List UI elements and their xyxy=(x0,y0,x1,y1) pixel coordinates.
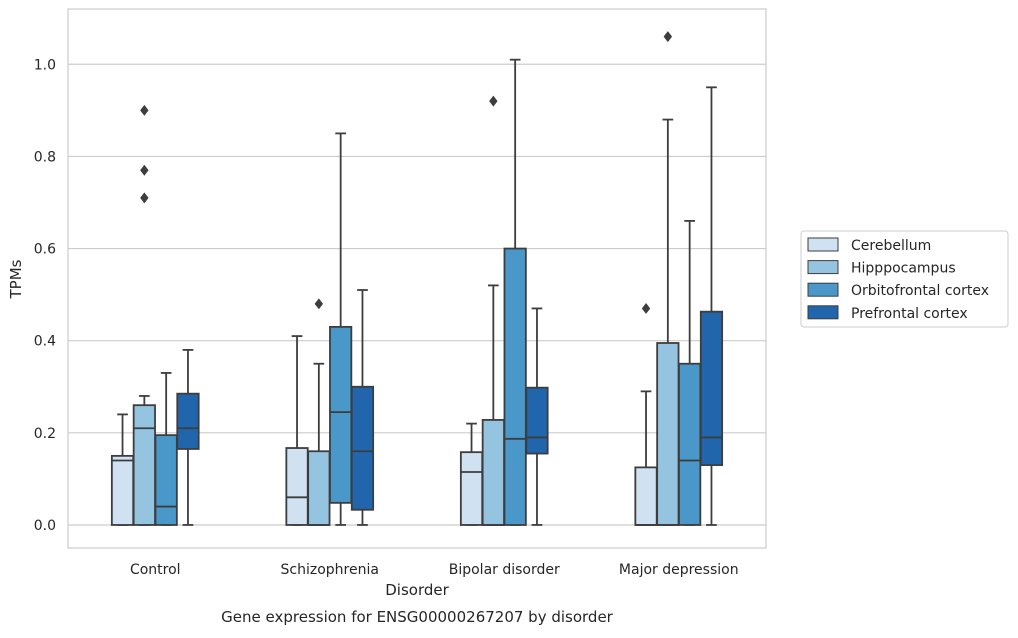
box-hipppocampus xyxy=(481,95,505,526)
y-tick-label: 1.0 xyxy=(34,57,56,73)
legend-label: Orbitofrontal cortex xyxy=(851,283,989,299)
box-prefrontal-cortex xyxy=(525,307,549,526)
legend-swatch xyxy=(807,282,839,297)
y-tick-label: 0.6 xyxy=(34,242,56,258)
legend-label: Hipppocampus xyxy=(851,261,956,277)
plot-background xyxy=(68,9,766,548)
legend: Cerebellum Hipppocampus Orbitofrontal cort… xyxy=(800,230,1009,328)
outlier-point xyxy=(641,302,651,314)
y-axis-ticks: 0.0 0.2 0.4 0.6 0.8 1.0 xyxy=(34,57,56,534)
box-body xyxy=(699,310,724,466)
x-tick-label: Bipolar disorder xyxy=(449,562,560,578)
outlier-point xyxy=(140,164,149,176)
outlier-point xyxy=(140,104,149,116)
outlier-point xyxy=(663,31,673,43)
legend-swatch xyxy=(807,260,839,275)
x-tick-label: Schizophrenia xyxy=(281,562,379,578)
box-orbitofrontal-cortex xyxy=(329,132,353,526)
box-body xyxy=(285,447,309,526)
x-axis-title: Disorder xyxy=(385,581,449,599)
y-axis-title: TPMs xyxy=(7,259,25,299)
x-axis-ticks: Control Schizophrenia Bipolar disorder Majo… xyxy=(130,562,739,578)
box-body xyxy=(525,386,549,455)
legend-swatch xyxy=(807,305,839,320)
box-body xyxy=(634,466,658,526)
box-body xyxy=(481,419,505,526)
outlier-point xyxy=(314,298,324,310)
box-cerebellum xyxy=(285,335,309,526)
box-orbitofrontal-cortex xyxy=(678,220,702,526)
box-prefrontal-cortex xyxy=(699,86,724,526)
box-body xyxy=(350,385,375,511)
outlier-point xyxy=(489,95,498,107)
box-hipppocampus xyxy=(307,298,331,526)
box-body xyxy=(329,325,353,504)
boxes xyxy=(110,31,724,526)
y-tick-label: 0.8 xyxy=(34,149,56,165)
box-body xyxy=(459,451,484,526)
box-body xyxy=(503,247,527,526)
y-tick-label: 0.4 xyxy=(34,334,56,350)
box-cerebellum xyxy=(110,413,135,526)
box-body xyxy=(307,450,331,526)
box-body xyxy=(678,362,702,526)
box-body xyxy=(132,404,156,526)
x-tick-label: Control xyxy=(130,562,181,578)
legend-label: Prefrontal cortex xyxy=(851,306,968,322)
box-body xyxy=(110,454,135,526)
box-prefrontal-cortex xyxy=(176,349,200,526)
box-orbitofrontal-cortex xyxy=(503,58,527,526)
box-hipppocampus xyxy=(132,104,156,526)
plot-frame xyxy=(67,8,767,549)
box-prefrontal-cortex xyxy=(350,289,375,526)
box-body xyxy=(154,434,178,526)
box-body xyxy=(176,392,200,450)
box-cerebellum xyxy=(459,422,484,526)
y-tick-label: 0.2 xyxy=(34,426,56,442)
outlier-point xyxy=(140,192,149,204)
chart-caption: Gene expression for ENSG00000267207 by d… xyxy=(221,608,614,626)
legend-frame xyxy=(800,230,1009,328)
box-body xyxy=(656,342,680,526)
box-orbitofrontal-cortex xyxy=(154,372,178,526)
legend-label: Cerebellum xyxy=(851,238,931,254)
legend-swatch xyxy=(807,237,839,252)
x-tick-label: Major depression xyxy=(619,562,739,578)
y-tick-label: 0.0 xyxy=(34,518,56,534)
